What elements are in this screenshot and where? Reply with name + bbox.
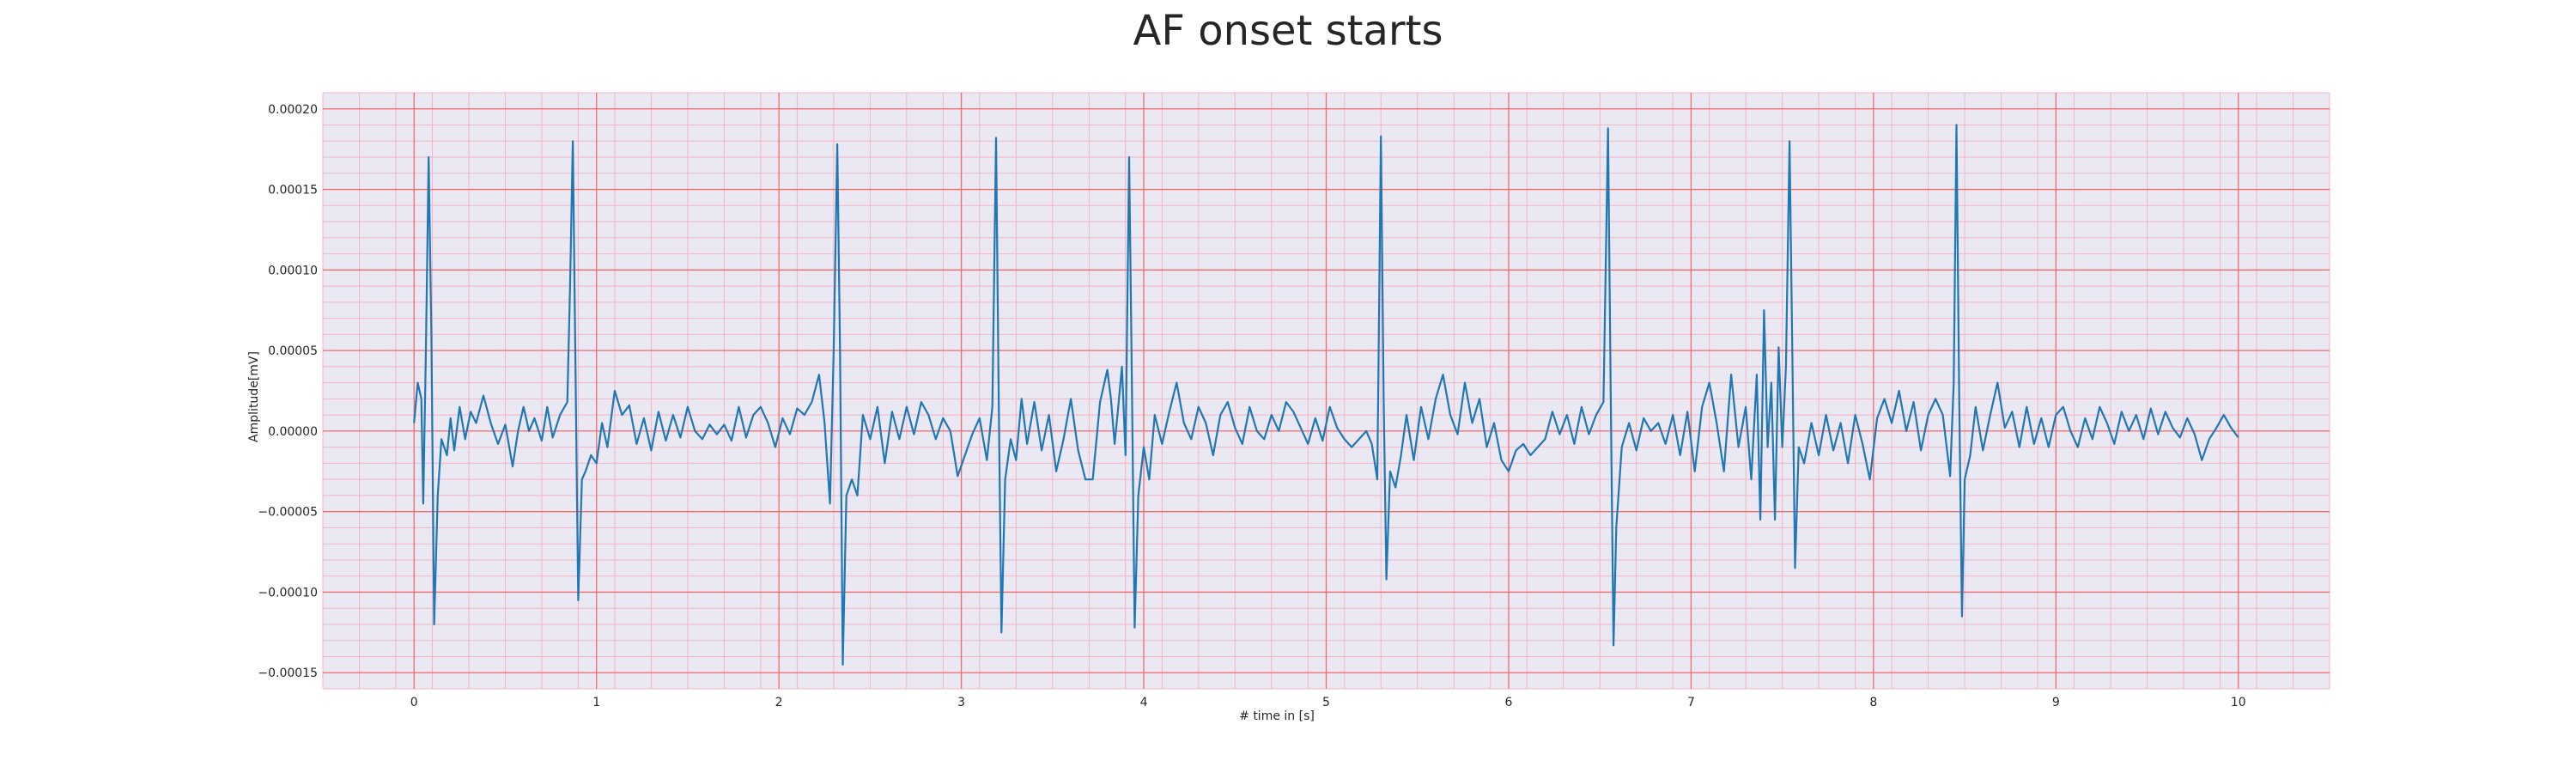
y-tick-label: −0.00010 <box>258 586 318 600</box>
x-tick-label: 8 <box>1869 696 1877 709</box>
y-tick-label: −0.00015 <box>258 666 318 680</box>
x-tick-label: 3 <box>957 696 965 709</box>
x-tick-label: 4 <box>1140 696 1148 709</box>
y-tick-label: 0.00015 <box>268 184 318 198</box>
x-tick-label: 9 <box>2052 696 2060 709</box>
x-axis-label: # time in [s] <box>1239 709 1315 723</box>
x-axis-ticks: 0 1 2 3 4 5 6 7 8 9 10 <box>410 696 2246 709</box>
y-tick-label: 0.00020 <box>268 103 318 117</box>
ecg-series-line <box>413 124 2239 666</box>
chart-title: AF onset starts <box>1133 7 1443 55</box>
y-tick-label: 0.00000 <box>268 425 318 439</box>
x-tick-label: 1 <box>592 696 600 709</box>
y-axis-ticks: −0.00015 −0.00010 −0.00005 0.00000 0.00005 0.… <box>258 103 318 680</box>
y-tick-label: −0.00005 <box>258 506 318 520</box>
x-tick-label: 5 <box>1322 696 1330 709</box>
x-tick-label: 2 <box>775 696 783 709</box>
x-tick-label: 10 <box>2231 696 2246 709</box>
y-tick-label: 0.00005 <box>268 344 318 358</box>
x-tick-label: 6 <box>1504 696 1512 709</box>
major-grid <box>323 93 2330 689</box>
x-tick-label: 0 <box>410 696 418 709</box>
y-axis-label: Amplitude[mV] <box>247 351 261 442</box>
x-tick-label: 7 <box>1687 696 1695 709</box>
y-tick-label: 0.00010 <box>268 264 318 277</box>
